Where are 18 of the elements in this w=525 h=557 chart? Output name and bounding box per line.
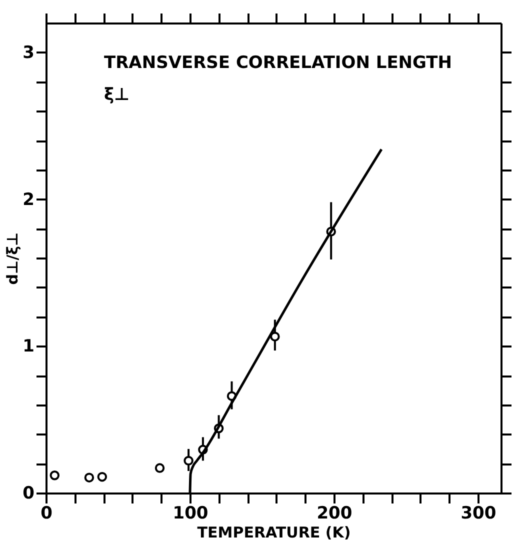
point bbox=[97, 472, 108, 482]
x-axis-title: TEMPERATURE (K) bbox=[197, 524, 351, 542]
y-tick-label: 2 bbox=[22, 190, 34, 210]
x-tick-label: 200 bbox=[316, 504, 352, 524]
annotation: ξ⊥ bbox=[104, 85, 130, 105]
y-tick-label: 3 bbox=[22, 42, 34, 63]
y-axis-title: d⊥/ξ⊥ bbox=[4, 232, 22, 285]
annotation: TRANSVERSE CORRELATION LENGTH bbox=[104, 53, 452, 73]
y-tick-label: 1 bbox=[22, 336, 34, 357]
point bbox=[154, 463, 165, 473]
x-tick-label: 300 bbox=[460, 504, 496, 524]
x-tick-label: 100 bbox=[172, 504, 208, 524]
point bbox=[84, 472, 94, 482]
x-tick-label: 0 bbox=[40, 504, 53, 524]
y-tick-label: 0 bbox=[22, 484, 35, 504]
point bbox=[184, 456, 194, 466]
point bbox=[50, 470, 60, 480]
point bbox=[270, 332, 280, 342]
